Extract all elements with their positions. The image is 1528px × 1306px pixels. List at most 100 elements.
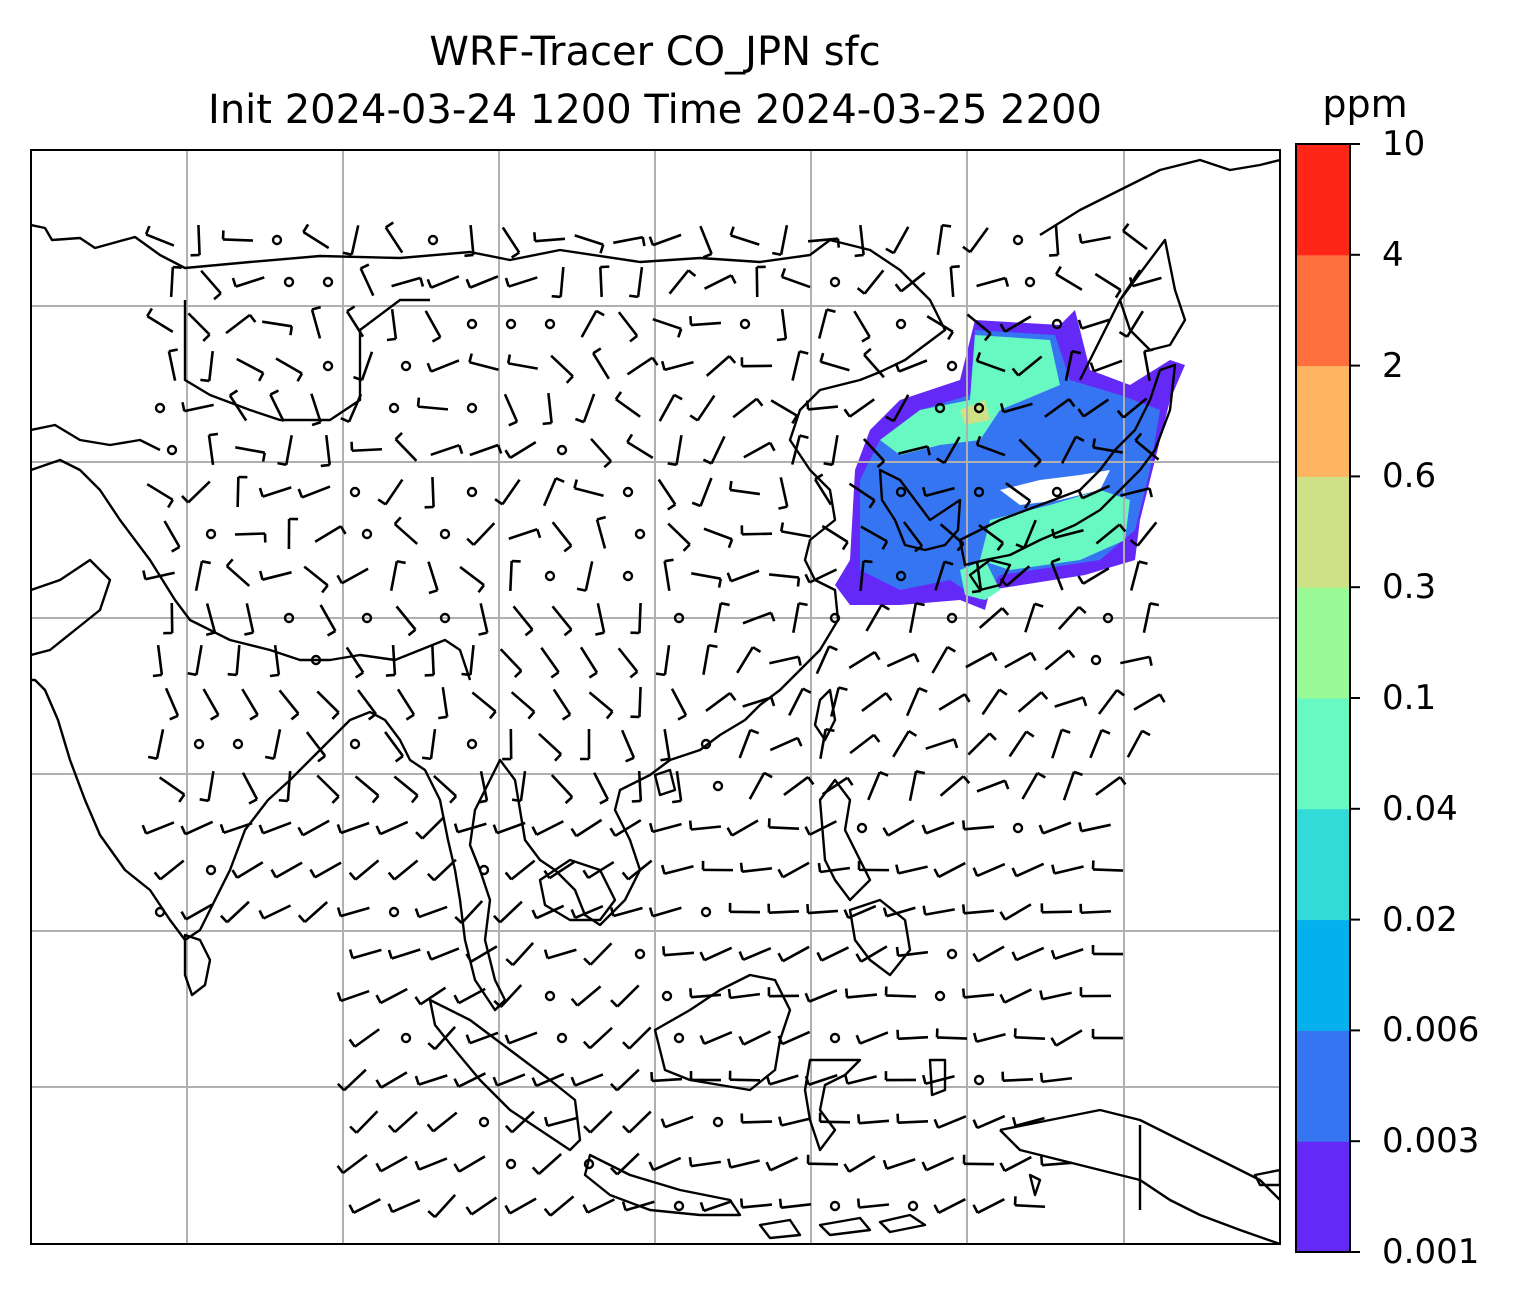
wind-barb bbox=[630, 686, 642, 719]
calm-wind-marker bbox=[712, 780, 724, 792]
wind-barb bbox=[768, 573, 801, 587]
wind-barb bbox=[805, 400, 839, 411]
wind-barb bbox=[424, 310, 442, 343]
wind-barb bbox=[278, 689, 300, 721]
wind-barb bbox=[660, 360, 694, 372]
wind-barb bbox=[426, 359, 460, 373]
wind-barb bbox=[610, 984, 640, 1008]
calm-wind-marker bbox=[439, 528, 451, 540]
wind-barb bbox=[819, 727, 835, 759]
wind-barb bbox=[1050, 528, 1084, 539]
wind-barb bbox=[1001, 1071, 1034, 1082]
wind-barb bbox=[949, 265, 960, 298]
wind-barb bbox=[978, 607, 1010, 629]
wind-barb bbox=[236, 357, 265, 382]
calm-wind-marker bbox=[400, 360, 412, 372]
wind-barb bbox=[576, 561, 594, 592]
wind-barb bbox=[504, 441, 537, 459]
wind-barb bbox=[939, 775, 971, 797]
wind-barb bbox=[626, 433, 654, 460]
wind-barb bbox=[158, 776, 186, 803]
wind-barb bbox=[1011, 862, 1045, 878]
calm-wind-marker bbox=[1024, 276, 1036, 288]
wind-barb bbox=[855, 1031, 889, 1045]
wind-barb bbox=[655, 644, 671, 677]
wind-barb bbox=[395, 605, 417, 637]
wind-barb bbox=[886, 652, 920, 668]
wind-barb bbox=[776, 308, 788, 342]
wind-barb bbox=[1050, 948, 1084, 960]
wind-barb bbox=[755, 265, 766, 298]
calm-wind-marker bbox=[1051, 318, 1063, 330]
wind-barb bbox=[617, 647, 639, 679]
wind-barb bbox=[353, 351, 374, 382]
wind-barb bbox=[287, 517, 299, 550]
wind-barb bbox=[732, 397, 764, 419]
wind-barb bbox=[791, 350, 809, 381]
wind-barb bbox=[1120, 487, 1154, 498]
wind-barb bbox=[739, 1198, 773, 1209]
wind-barb bbox=[648, 233, 682, 247]
calm-wind-marker bbox=[505, 318, 517, 330]
calm-wind-marker bbox=[232, 738, 244, 750]
wind-barb bbox=[244, 603, 255, 636]
wind-barb bbox=[478, 603, 489, 636]
wind-barb bbox=[657, 478, 677, 511]
calm-wind-marker bbox=[466, 486, 478, 498]
wind-barb bbox=[818, 1112, 851, 1124]
wind-barb bbox=[971, 560, 983, 594]
lat-lon-gridlines bbox=[31, 150, 1280, 1244]
wind-barb bbox=[689, 394, 716, 422]
wind-barb bbox=[1013, 1028, 1046, 1041]
wind-barb bbox=[1039, 1072, 1073, 1084]
wind-barb bbox=[792, 601, 808, 633]
wind-barb bbox=[1015, 519, 1037, 550]
wind-barb bbox=[570, 818, 603, 838]
wind-barb bbox=[236, 475, 248, 508]
wind-barb bbox=[1054, 696, 1088, 708]
wind-barb bbox=[783, 776, 815, 796]
wind-barb bbox=[699, 1199, 733, 1213]
wind-barb bbox=[261, 320, 294, 336]
wind-barb bbox=[882, 819, 915, 837]
wind-barb bbox=[393, 516, 419, 545]
wind-barb bbox=[921, 821, 955, 835]
wind-barb bbox=[221, 230, 254, 242]
wind-barb bbox=[972, 945, 1005, 963]
wind-barb bbox=[582, 1026, 613, 1050]
wind-barb bbox=[387, 948, 421, 960]
wind-barb bbox=[310, 305, 322, 339]
calm-wind-marker bbox=[946, 612, 958, 624]
wind-barb bbox=[582, 1198, 616, 1214]
wind-barb bbox=[854, 224, 865, 258]
map-plot-area bbox=[31, 150, 1280, 1244]
wind-barb bbox=[592, 772, 610, 805]
wind-barb bbox=[264, 729, 282, 760]
wind-barb bbox=[595, 515, 607, 549]
wind-barb bbox=[1018, 438, 1042, 468]
wind-barb bbox=[1129, 560, 1148, 591]
wind-barb bbox=[200, 269, 222, 301]
wind-barb bbox=[531, 1153, 563, 1175]
wind-barb bbox=[668, 269, 697, 295]
wind-barb bbox=[778, 477, 789, 510]
wind-barb bbox=[540, 647, 560, 679]
wind-barb bbox=[770, 399, 799, 425]
wind-barb bbox=[620, 729, 636, 763]
wind-barb bbox=[902, 521, 924, 553]
wind-barb bbox=[542, 392, 553, 426]
wind-barb bbox=[670, 688, 688, 721]
calm-wind-marker bbox=[946, 948, 958, 960]
wind-barb bbox=[860, 525, 889, 550]
wind-barb bbox=[393, 775, 419, 804]
wind-barb bbox=[1091, 1028, 1124, 1040]
wind-barb bbox=[570, 904, 604, 920]
wind-barb bbox=[504, 1031, 538, 1045]
colorbar-segment bbox=[1296, 365, 1350, 477]
wind-barb bbox=[340, 393, 363, 423]
wind-barb bbox=[972, 1198, 1005, 1214]
wind-barb bbox=[416, 397, 449, 411]
wind-barb bbox=[579, 646, 599, 679]
calm-wind-marker bbox=[583, 1158, 595, 1170]
wind-barb bbox=[570, 1073, 604, 1087]
